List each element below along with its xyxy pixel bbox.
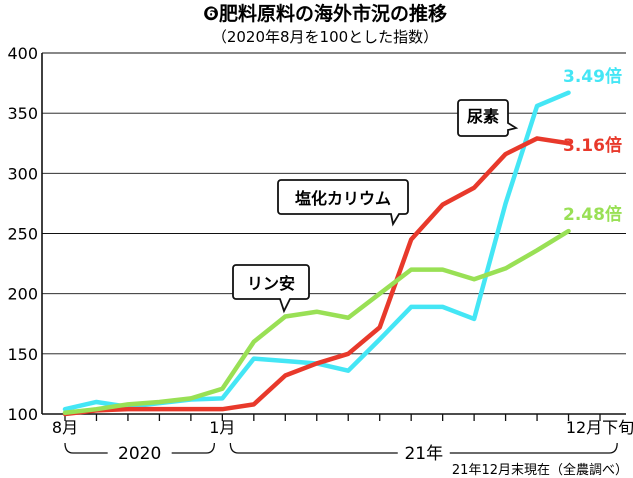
series-line-potassium — [62, 136, 571, 417]
end-label-potassium: 3.16倍 — [563, 135, 622, 156]
x-tick-label-0: 8月 — [52, 418, 78, 437]
chart-subtitle: （2020年8月を100とした指数） — [212, 28, 438, 46]
y-tick-150: 150 — [7, 345, 38, 364]
x-tick-label-17: 12月下旬 — [566, 418, 633, 437]
y-tick-250: 250 — [7, 225, 38, 244]
end-label-phosphate: 2.48倍 — [563, 204, 622, 225]
callout-urea: 尿素 — [457, 99, 519, 137]
callout-potassium-label: 塩化カリウム — [295, 189, 391, 208]
year-bracket-right-1 — [449, 442, 618, 454]
y-tick-100: 100 — [7, 405, 38, 424]
chart-title: ❻肥料原料の海外市況の推移 — [203, 2, 447, 25]
source-note: 21年12月末現在（全農調べ） — [452, 462, 628, 478]
year-label-1: 21年 — [404, 444, 443, 464]
year-label-0: 2020 — [118, 444, 161, 464]
y-tick-labels: 100 150 200 250 300 350 400 — [7, 44, 38, 424]
callout-urea-label: 尿素 — [467, 107, 499, 126]
axes — [41, 53, 626, 421]
y-tick-400: 400 — [7, 44, 38, 63]
series-callouts: 尿素 塩化カリウム リン安 — [232, 99, 519, 314]
x-tick-label-5: 1月 — [209, 418, 235, 437]
y-tick-350: 350 — [7, 104, 38, 123]
callout-phosphate: リン安 — [232, 264, 310, 314]
end-label-urea: 3.49倍 — [563, 66, 622, 87]
series-lines — [62, 90, 571, 417]
callout-phosphate-label: リン安 — [247, 274, 295, 293]
y-tick-200: 200 — [7, 285, 38, 304]
year-bracket-left-0 — [64, 442, 108, 454]
callout-potassium: 塩化カリウム — [277, 179, 409, 227]
year-bracket-right-0 — [171, 442, 216, 454]
x-tick-labels: 8月 1月 12月下旬 — [52, 418, 633, 437]
y-tick-300: 300 — [7, 164, 38, 183]
year-brackets: 2020 21年 — [64, 442, 618, 464]
year-bracket-left-1 — [229, 442, 398, 454]
gridlines — [42, 52, 626, 355]
series-line-phosphate — [62, 228, 571, 416]
